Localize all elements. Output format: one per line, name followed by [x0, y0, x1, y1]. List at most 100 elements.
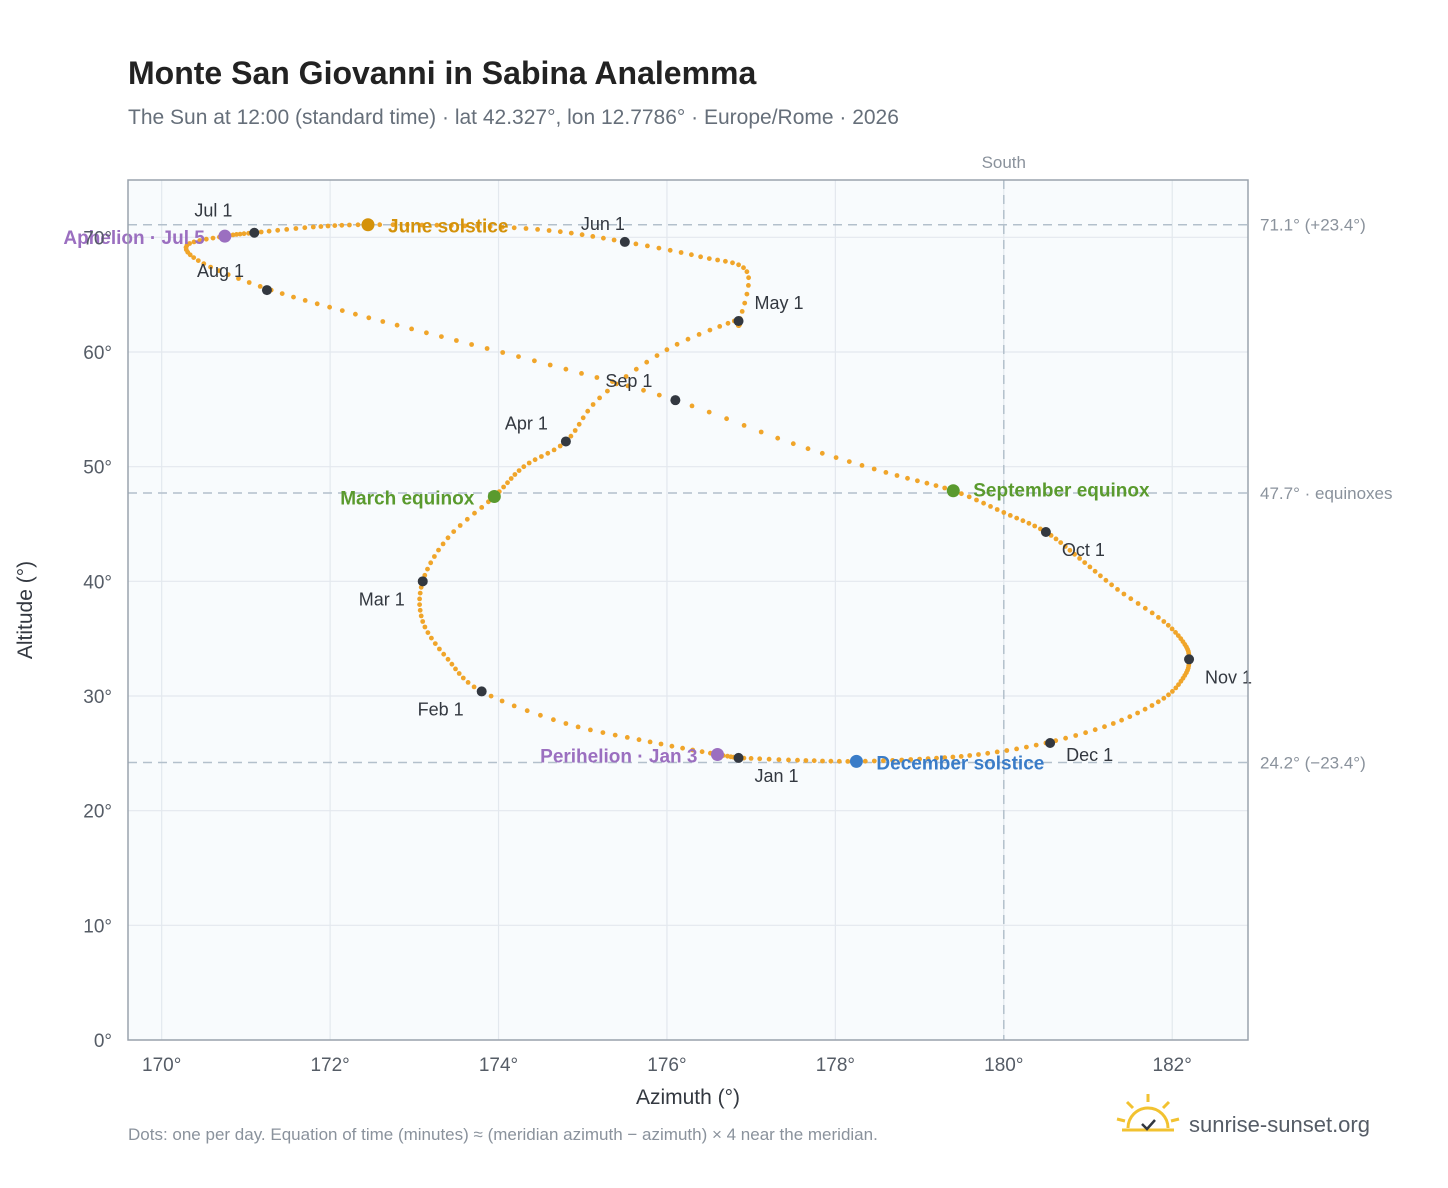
daily-dot	[279, 291, 285, 296]
daily-dot	[636, 737, 642, 743]
daily-dot	[460, 675, 466, 681]
daily-dot	[746, 283, 751, 288]
daily-dot	[441, 651, 447, 657]
x-tick-label: 182°	[1153, 1055, 1192, 1076]
daily-dot	[327, 304, 332, 310]
daily-dot	[833, 455, 839, 460]
daily-dot	[526, 460, 532, 466]
daily-dot	[469, 342, 474, 347]
month-marker-label: Apr 1	[505, 413, 548, 433]
x-tick-label: 180°	[984, 1055, 1023, 1076]
daily-dot	[988, 504, 993, 509]
month-marker-dot	[417, 576, 428, 587]
daily-dot	[633, 241, 639, 247]
daily-dot	[881, 758, 886, 764]
daily-dot	[241, 231, 247, 237]
daily-dot	[257, 284, 263, 289]
daily-dot	[523, 226, 529, 231]
daily-dot	[568, 230, 574, 236]
daily-dot	[404, 222, 410, 228]
daily-dot	[432, 554, 437, 559]
daily-dot	[424, 330, 429, 336]
daily-dot	[689, 403, 695, 409]
daily-dot	[500, 350, 506, 355]
daily-dot	[505, 480, 510, 486]
daily-dot	[1087, 564, 1093, 570]
daily-dot	[1073, 733, 1079, 738]
daily-dot	[1062, 544, 1068, 549]
daily-dot	[633, 366, 639, 372]
daily-dot	[776, 757, 782, 762]
daily-dot	[846, 459, 852, 464]
daily-dot	[1004, 748, 1010, 753]
daily-dot	[409, 326, 414, 332]
daily-dot	[717, 324, 723, 329]
daily-dot	[1110, 721, 1116, 726]
daily-dot	[499, 698, 505, 704]
daily-dot	[656, 245, 662, 251]
daily-dot	[594, 375, 600, 380]
plot-area	[128, 180, 1248, 1040]
month-marker-label: Dec 1	[1066, 745, 1113, 765]
daily-dot	[1175, 633, 1181, 638]
event-markers: June solstice March equinox September equi…	[63, 217, 1150, 775]
daily-dot	[579, 232, 585, 238]
daily-dot	[1128, 596, 1134, 602]
daily-dot	[418, 613, 424, 619]
y-axis-title: Altitude (°)	[14, 561, 37, 659]
event-marker-label: December solstice	[876, 753, 1044, 774]
y-tick-label: 40°	[83, 572, 112, 593]
daily-dot	[625, 383, 631, 389]
daily-dot	[394, 322, 400, 328]
daily-dot	[508, 476, 514, 481]
daily-dot	[715, 257, 720, 263]
chart-subtitle: The Sun at 12:00 (standard time) · lat 4…	[128, 106, 899, 129]
daily-dot	[457, 523, 463, 528]
daily-dot	[933, 483, 939, 488]
x-tick-label: 170°	[142, 1055, 181, 1076]
event-marker-dot	[487, 489, 501, 503]
reference-line-label: 71.1° (+23.4°)	[1260, 216, 1366, 235]
daily-dot	[925, 756, 931, 761]
daily-dot	[454, 338, 459, 343]
daily-dot	[790, 441, 796, 447]
daily-dot	[512, 472, 518, 477]
daily-dot	[696, 332, 702, 337]
event-marker-label: Aphelion · Jul 5	[63, 228, 205, 249]
daily-dot	[557, 229, 563, 235]
daily-dot	[521, 464, 527, 470]
daily-dot	[456, 671, 462, 676]
x-tick-label: 176°	[647, 1055, 686, 1076]
daily-dot	[647, 739, 653, 745]
daily-dot	[575, 724, 581, 730]
daily-dot	[706, 256, 712, 261]
daily-dot	[641, 387, 646, 393]
daily-dot	[1026, 520, 1032, 526]
daily-dot	[1063, 735, 1068, 741]
daily-dot	[551, 717, 556, 723]
daily-dot	[994, 749, 1000, 755]
daily-dot	[187, 241, 193, 246]
daily-dot	[1033, 742, 1039, 748]
daily-dot	[744, 269, 750, 275]
daily-dot	[1077, 556, 1082, 561]
daily-dot	[425, 566, 430, 572]
daily-dot	[775, 435, 781, 441]
daily-dot	[1001, 510, 1007, 515]
daily-dot	[698, 254, 703, 260]
daily-dot	[725, 320, 731, 326]
daily-dot	[440, 541, 446, 547]
daily-dot	[332, 223, 338, 229]
daily-dot	[741, 265, 746, 271]
daily-dot	[1173, 630, 1178, 635]
event-marker-dot	[946, 484, 960, 498]
brand-name: sunrise-sunset.org	[1189, 1112, 1370, 1137]
daily-dot	[439, 334, 444, 339]
daily-dot	[318, 224, 324, 229]
daily-dot	[899, 757, 905, 763]
daily-dot	[585, 408, 591, 414]
daily-dot	[605, 388, 610, 394]
daily-dot	[420, 619, 426, 624]
daily-dot	[724, 416, 729, 422]
